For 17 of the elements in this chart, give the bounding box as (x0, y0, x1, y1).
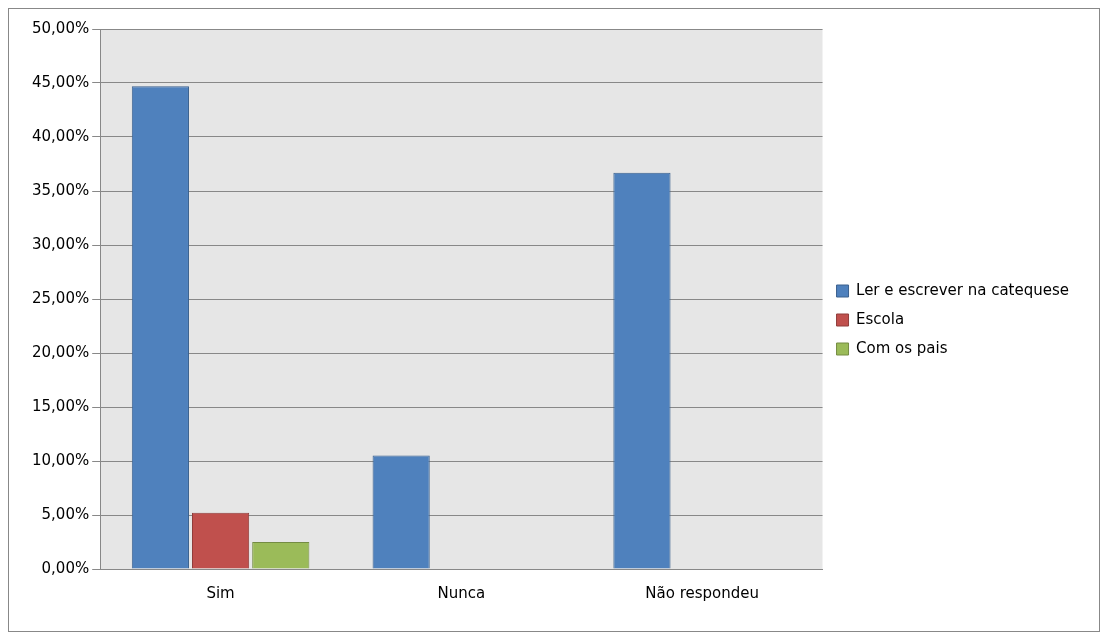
y-tick-label: 35,00% (31, 180, 90, 199)
y-tick-label: 0,00% (41, 558, 90, 577)
x-tick-label: Sim (206, 583, 235, 602)
y-tick-label: 25,00% (31, 288, 90, 307)
x-tick-label: Nunca (437, 583, 486, 602)
y-tick-label: 10,00% (31, 450, 90, 469)
legend-label: Escola (856, 309, 905, 328)
legend-label: Ler e escrever na catequese (856, 280, 1069, 299)
y-tick-label: 40,00% (31, 126, 90, 145)
legend-label: Com os pais (856, 338, 948, 357)
y-tick-label: 5,00% (41, 504, 90, 523)
y-tick-label: 50,00% (31, 18, 90, 37)
y-tick-label: 20,00% (31, 342, 90, 361)
y-tick-label: 15,00% (31, 396, 90, 415)
y-tick-label: 30,00% (31, 234, 90, 253)
y-tick-label: 45,00% (31, 72, 90, 91)
x-tick-label: Não respondeu (645, 583, 759, 602)
